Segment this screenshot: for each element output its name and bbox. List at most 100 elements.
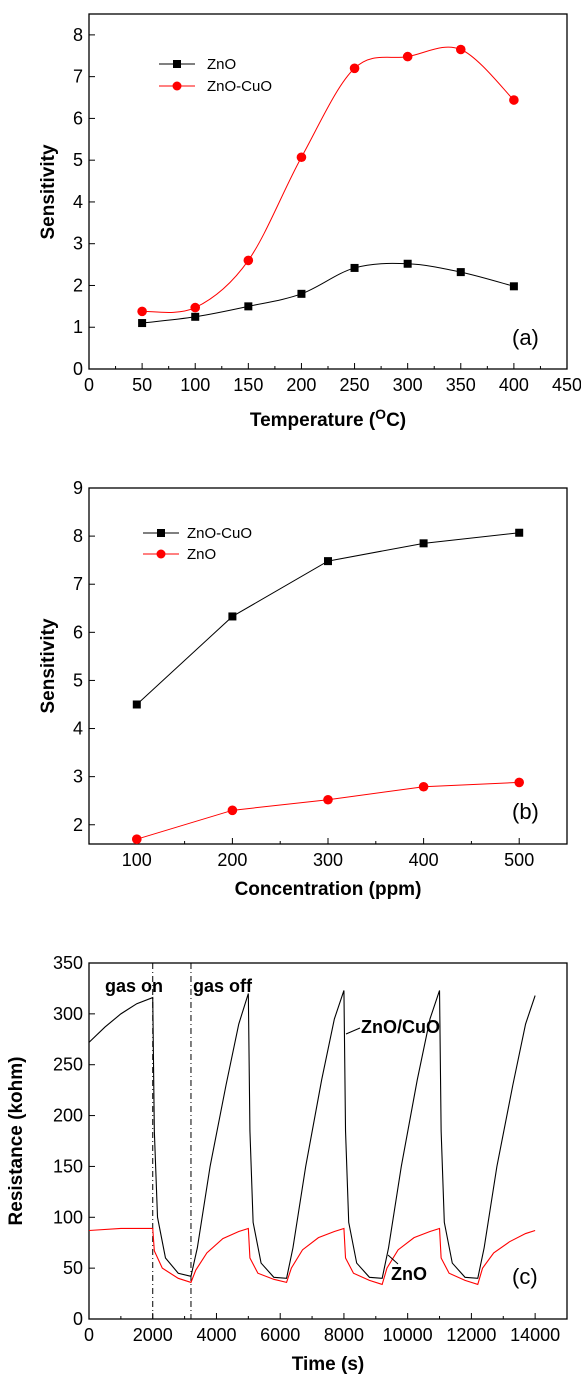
y-tick-label: 2 [73,815,83,835]
data-point [509,282,518,291]
series-line-zno [142,262,515,324]
x-tick-label: 10000 [383,1325,433,1345]
y-tick-label: 1 [73,317,83,337]
series-line-zno [88,1227,536,1286]
axes-c: 0 2000 4000 6000 8000 10000 12000 14000 0 50 100 15… [53,953,560,1345]
data-point [402,51,413,62]
panel-tag-c: (c) [512,1264,538,1289]
y-tick-label: 200 [53,1106,83,1126]
y-axis-label-b: Sensitivity [38,618,59,713]
legend-label-zno: ZnO [187,546,216,563]
legend-b: ZnO-CuO ZnO [143,525,252,563]
data-point [403,259,412,268]
legend-marker-zno [173,60,181,68]
x-tick-label: 50 [132,375,152,395]
y-tick-label: 5 [73,670,83,690]
annotation-zno-cuo: ZnO/CuO [361,1017,440,1037]
y-tick-label: 3 [73,767,83,787]
y-tick-label: 5 [73,150,83,170]
x-tick-label: 450 [552,375,581,395]
x-axis-label-a: Temperature (OC) [250,406,406,431]
arrow-zno [387,1254,399,1265]
x-tick-label: 400 [499,375,529,395]
legend-marker-zno [156,549,166,559]
x-axis-label-b: Concentration (ppm) [235,879,422,900]
plot-frame [88,962,568,1320]
x-tick-label: 300 [393,375,423,395]
y-tick-label: 6 [73,622,83,642]
annotation-gas-off: gas off [193,976,253,996]
x-tick-label: 400 [409,850,439,870]
series-lines-b [136,532,520,840]
x-tick-label: 0 [84,375,94,395]
y-tick-label: 150 [53,1156,83,1176]
data-point [419,539,428,548]
y-tick-label: 350 [53,953,83,973]
y-tick-label: 8 [73,25,83,45]
x-tick-label: 350 [446,375,476,395]
legend-a: ZnO ZnO-CuO [159,56,272,95]
x-tick-label: 0 [84,1325,94,1345]
legend-marker-znocuo [172,81,182,91]
data-point [296,152,307,163]
data-point [514,777,524,788]
legend-label-znocuo: ZnO-CuO [187,525,252,542]
y-tick-label: 0 [73,1309,83,1329]
x-tick-label: 150 [233,375,263,395]
series-line-zno [136,781,520,840]
axes-a: 0 50 100 150 200 250 300 350 400 450 0 1 2 3 4 5 6 7 8 [73,25,581,395]
panel-tag-b: (b) [512,799,539,824]
annotation-zno: ZnO [391,1264,427,1284]
data-point [509,95,519,105]
x-axis-label-tail: C) [386,410,406,431]
legend-label-znocuo: ZnO-CuO [207,78,272,95]
data-point [227,805,238,816]
data-point [324,557,332,566]
chart-panel-a: 0 50 100 150 200 250 300 350 400 450 0 1 2 3 4 5 6 7 8 ZnO… [38,13,581,431]
series-marks-a [137,44,519,328]
series-line-znocuo [142,46,515,313]
y-tick-label: 8 [73,526,83,546]
x-tick-label: 300 [313,850,343,870]
series-lines-a [142,46,515,324]
data-point [297,289,306,298]
x-tick-label: 100 [122,850,152,870]
data-point [350,263,359,272]
y-tick-label: 0 [73,359,83,379]
y-tick-label: 100 [53,1207,83,1227]
y-tick-label: 3 [73,234,83,254]
x-tick-label: 8000 [324,1325,364,1345]
data-point [418,781,429,792]
x-axis-label-c: Time (s) [292,1354,365,1375]
data-point [191,312,200,321]
x-axis-label-unit: O [375,406,386,422]
y-tick-label: 7 [73,67,83,87]
x-tick-label: 200 [286,375,316,395]
plot-frame [88,487,568,845]
data-point [138,319,147,328]
y-tick-label: 4 [73,192,83,212]
x-tick-label: 6000 [260,1325,300,1345]
data-point [244,302,253,311]
data-point [137,306,147,317]
data-point [132,700,141,709]
y-tick-label: 4 [73,719,83,739]
legend-label-zno: ZnO [207,56,236,73]
data-point [132,834,142,844]
plot-frame [88,13,568,370]
axes-b: 100 200 300 400 500 2 3 4 5 6 7 8 9 [73,478,534,870]
x-tick-label: 4000 [196,1325,236,1345]
panel-tag-a: (a) [512,325,539,350]
y-tick-label: 6 [73,108,83,128]
chart-panel-c: 0 2000 4000 6000 8000 10000 12000 14000 0 50 100 15… [6,953,568,1375]
x-tick-label: 250 [340,375,370,395]
y-tick-label: 9 [73,478,83,498]
y-axis-label-a: Sensitivity [38,144,59,239]
y-tick-label: 250 [53,1055,83,1075]
x-tick-label: 200 [217,850,247,870]
series-line-znocuo [88,990,536,1279]
y-tick-label: 2 [73,275,83,295]
data-point [190,302,201,313]
